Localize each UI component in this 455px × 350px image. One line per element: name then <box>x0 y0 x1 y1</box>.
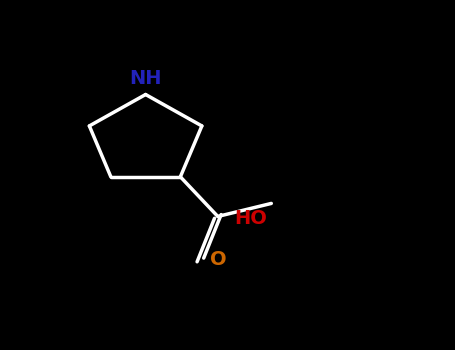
Text: O: O <box>210 251 227 270</box>
Text: NH: NH <box>129 69 162 88</box>
Text: HO: HO <box>234 209 267 228</box>
